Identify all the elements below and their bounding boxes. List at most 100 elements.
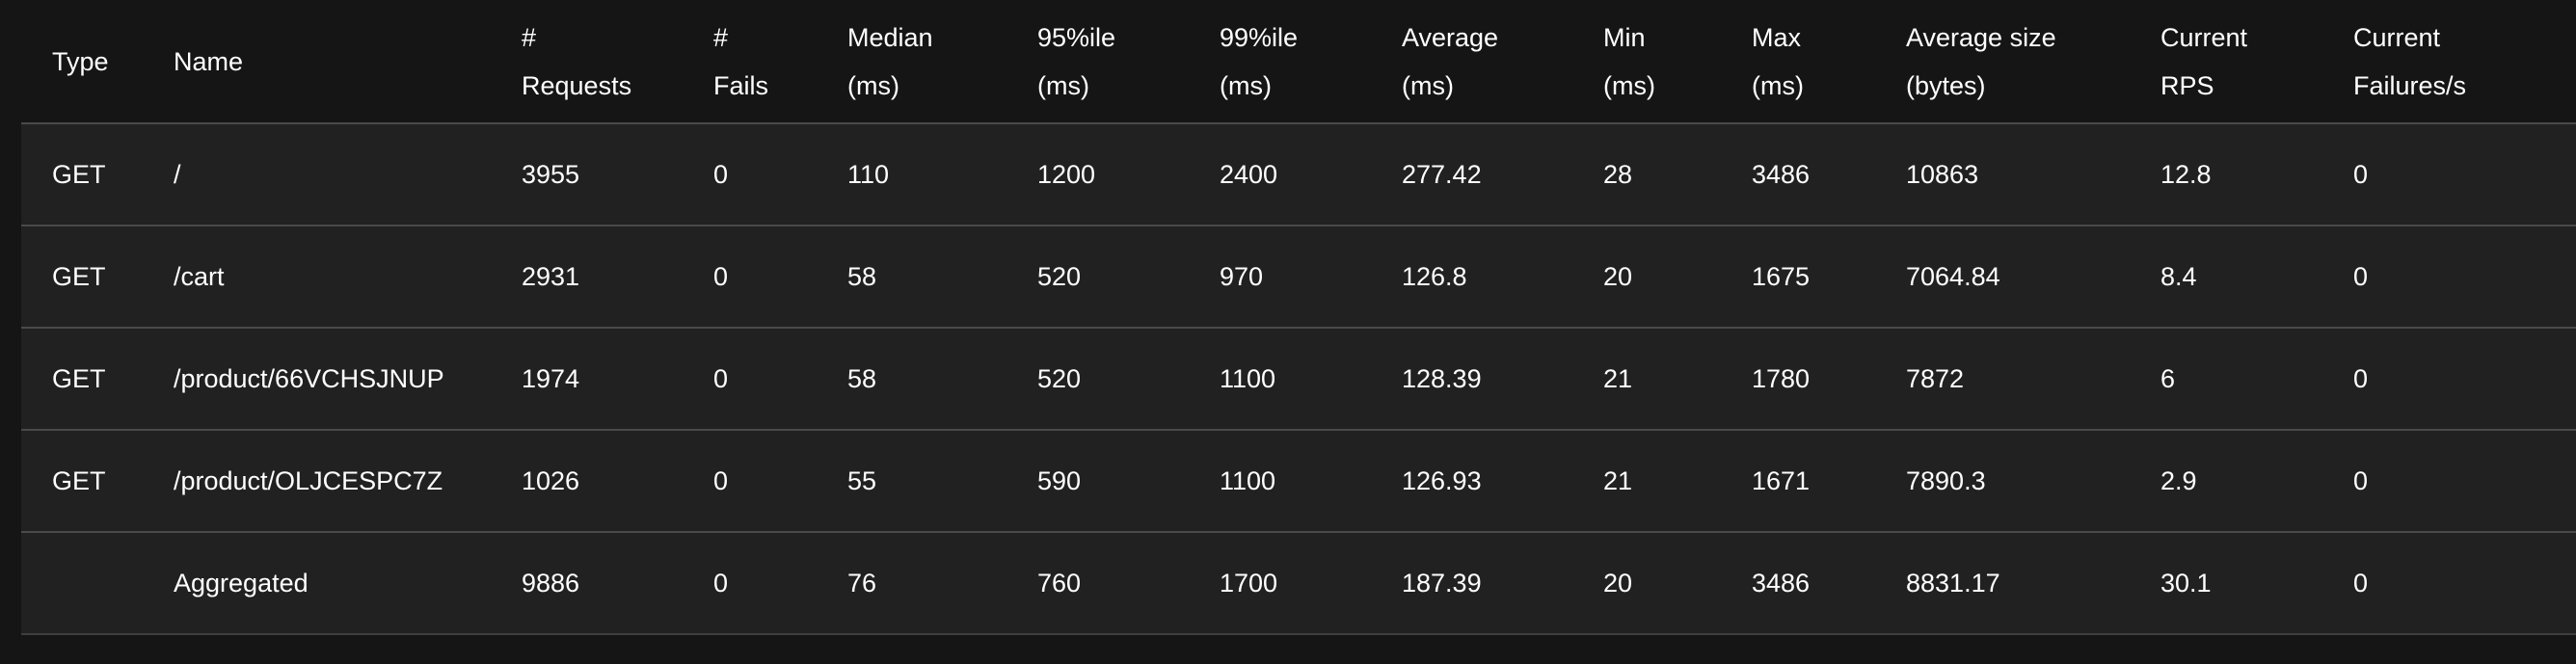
cell-p99: 1100 — [1189, 430, 1371, 533]
cell-average: 187.39 — [1371, 532, 1572, 635]
column-header-line: Min — [1603, 22, 1646, 52]
cell-name: Aggregated — [143, 532, 491, 635]
table-body: GET/3955 0 110 1200 2400 277.42 28 3486 10863 12.… — [21, 123, 2576, 635]
cell-max: 3486 — [1721, 123, 1875, 226]
cell-rps: 30.1 — [2130, 532, 2322, 635]
cell-fails: 0 — [683, 532, 817, 635]
column-header-avg-size[interactable]: Average size (bytes) — [1875, 0, 2130, 124]
column-header-line: (ms) — [1603, 70, 1655, 100]
column-header-line: Fails — [713, 70, 769, 100]
cell-max: 3486 — [1721, 532, 1875, 635]
column-header-name[interactable]: Name — [143, 0, 491, 124]
column-header-line: (ms) — [1752, 70, 1804, 100]
column-header-line: Average size — [1906, 22, 2056, 52]
column-header-line: Median — [847, 22, 933, 52]
cell-rps: 2.9 — [2130, 430, 2322, 533]
cell-p99: 1100 — [1189, 328, 1371, 431]
cell-rps: 8.4 — [2130, 226, 2322, 329]
cell-avg-size: 7890.3 — [1875, 430, 2130, 533]
cell-min: 20 — [1572, 532, 1721, 635]
column-header-line: # — [713, 22, 729, 52]
column-header-line: Max — [1752, 22, 1802, 52]
cell-failures-s: 0 — [2322, 532, 2576, 635]
column-header-line: Type — [52, 46, 109, 76]
column-header-line: RPS — [2160, 70, 2214, 100]
cell-p99: 2400 — [1189, 123, 1371, 226]
cell-type: GET — [21, 328, 143, 431]
cell-min: 28 — [1572, 123, 1721, 226]
column-header-type[interactable]: Type — [21, 0, 143, 124]
column-header-line: Failures/s — [2353, 70, 2467, 100]
column-header-max[interactable]: Max (ms) — [1721, 0, 1875, 124]
cell-avg-size: 8831.17 — [1875, 532, 2130, 635]
column-header-line: (ms) — [1402, 70, 1454, 100]
cell-average: 126.8 — [1371, 226, 1572, 329]
cell-type — [21, 532, 143, 635]
column-header-line: Name — [174, 46, 244, 76]
cell-failures-s: 0 — [2322, 328, 2576, 431]
column-header-rps[interactable]: Current RPS — [2130, 0, 2322, 124]
cell-p95: 520 — [1006, 226, 1189, 329]
cell-rps: 12.8 — [2130, 123, 2322, 226]
cell-max: 1780 — [1721, 328, 1875, 431]
column-header-line: (ms) — [847, 70, 899, 100]
column-header-requests[interactable]: # Requests — [491, 0, 683, 124]
cell-rps: 6 — [2130, 328, 2322, 431]
column-header-line: Requests — [522, 70, 632, 100]
column-header-line: (ms) — [1037, 70, 1089, 100]
cell-min: 20 — [1572, 226, 1721, 329]
cell-fails: 0 — [683, 226, 817, 329]
column-header-failures-s[interactable]: Current Failures/s — [2322, 0, 2576, 124]
cell-average: 277.42 — [1371, 123, 1572, 226]
cell-name: / — [143, 123, 491, 226]
cell-name: /product/OLJCESPC7Z — [143, 430, 491, 533]
cell-requests: 1026 — [491, 430, 683, 533]
column-header-p99[interactable]: 99%ile (ms) — [1189, 0, 1371, 124]
cell-p99: 970 — [1189, 226, 1371, 329]
cell-median: 76 — [817, 532, 1006, 635]
cell-p95: 520 — [1006, 328, 1189, 431]
cell-failures-s: 0 — [2322, 226, 2576, 329]
cell-type: GET — [21, 123, 143, 226]
aggregated-row: Aggregated 9886 0 76 760 1700 187.39 20 3486 8831… — [21, 532, 2576, 635]
column-header-line: Current — [2160, 22, 2248, 52]
cell-median: 110 — [817, 123, 1006, 226]
cell-fails: 0 — [683, 430, 817, 533]
cell-requests: 9886 — [491, 532, 683, 635]
column-header-line: Current — [2353, 22, 2441, 52]
cell-failures-s: 0 — [2322, 430, 2576, 533]
cell-max: 1671 — [1721, 430, 1875, 533]
column-header-p95[interactable]: 95%ile (ms) — [1006, 0, 1189, 124]
cell-fails: 0 — [683, 123, 817, 226]
cell-max: 1675 — [1721, 226, 1875, 329]
cell-min: 21 — [1572, 430, 1721, 533]
column-header-fails[interactable]: # Fails — [683, 0, 817, 124]
cell-fails: 0 — [683, 328, 817, 431]
cell-median: 58 — [817, 226, 1006, 329]
cell-avg-size: 7064.84 — [1875, 226, 2130, 329]
column-header-line: Average — [1402, 22, 1499, 52]
header-row: Type Name # Requests # Fails Median (ms) 95%ile (… — [21, 0, 2576, 124]
cell-type: GET — [21, 430, 143, 533]
table-row: GET/3955 0 110 1200 2400 277.42 28 3486 10863 12.… — [21, 123, 2576, 226]
column-header-line: (ms) — [1220, 70, 1272, 100]
cell-name: /product/66VCHSJNUP — [143, 328, 491, 431]
cell-min: 21 — [1572, 328, 1721, 431]
cell-p95: 760 — [1006, 532, 1189, 635]
column-header-line: 99%ile — [1220, 22, 1299, 52]
cell-p99: 1700 — [1189, 532, 1371, 635]
column-header-median[interactable]: Median (ms) — [817, 0, 1006, 124]
cell-requests: 3955 — [491, 123, 683, 226]
cell-p95: 590 — [1006, 430, 1189, 533]
column-header-line: # — [522, 22, 537, 52]
cell-avg-size: 10863 — [1875, 123, 2130, 226]
cell-median: 55 — [817, 430, 1006, 533]
table-row: GET/product/66VCHSJNUP 1974 0 58 520 1100 128.… — [21, 328, 2576, 431]
cell-p95: 1200 — [1006, 123, 1189, 226]
column-header-min[interactable]: Min (ms) — [1572, 0, 1721, 124]
cell-average: 128.39 — [1371, 328, 1572, 431]
column-header-average[interactable]: Average (ms) — [1371, 0, 1572, 124]
column-header-line: 95%ile — [1037, 22, 1116, 52]
cell-failures-s: 0 — [2322, 123, 2576, 226]
cell-type: GET — [21, 226, 143, 329]
